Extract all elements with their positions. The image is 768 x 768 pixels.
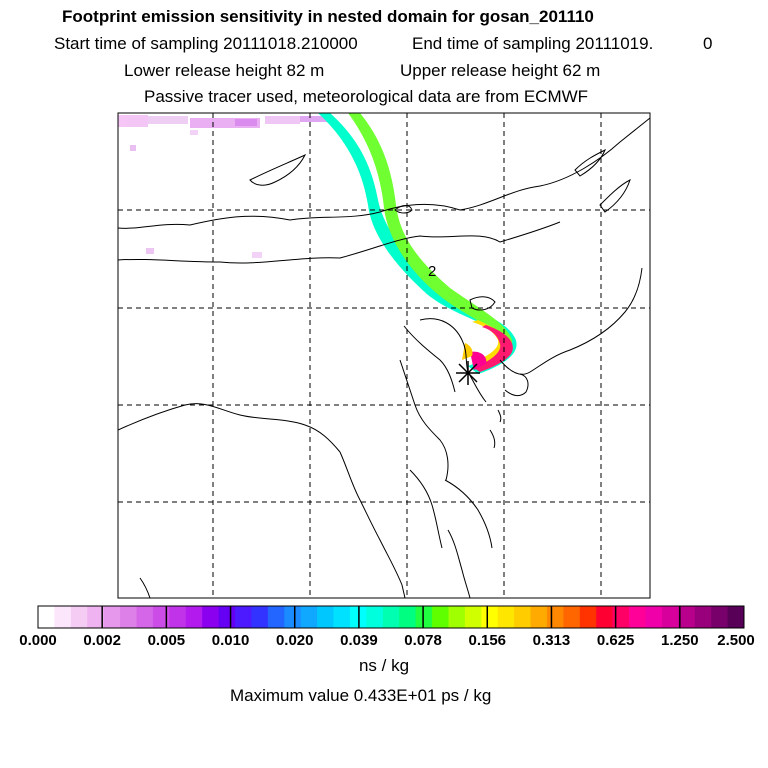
colorbar-swatch: [382, 606, 400, 628]
colorbar-swatch: [596, 606, 614, 628]
tracer-note: Passive tracer used, meteorological data…: [144, 87, 589, 106]
colorbar-tick-label: 0.625: [596, 632, 635, 649]
plume-core-high: [474, 325, 513, 372]
colorbar-tick-label: 2.500: [717, 632, 755, 649]
colorbar-swatch: [366, 606, 384, 628]
colorbar-swatch: [711, 606, 729, 628]
colorbar-tick-label: 0.020: [275, 632, 314, 649]
upper-release-label: Upper release height 62 m: [400, 61, 601, 80]
colorbar-swatch: [202, 606, 220, 628]
colorbar-swatch: [678, 606, 696, 628]
colorbar-tick-label: 1.250: [661, 632, 699, 649]
colorbar-swatch: [284, 606, 302, 628]
colorbar-unit: ns / kg: [358, 656, 410, 675]
colorbar-tick-label: 0.005: [147, 632, 186, 649]
colorbar-swatch: [54, 606, 72, 628]
end-time-value: 0: [703, 34, 713, 53]
lat-lon-grid: [118, 113, 650, 598]
colorbar-swatch: [235, 606, 252, 628]
maximum-value-label: Maximum value 0.433E+01 ps / kg: [230, 686, 492, 705]
colorbar-swatch: [152, 606, 170, 628]
colorbar-swatch: [432, 606, 449, 628]
colorbar-swatch: [629, 606, 646, 628]
colorbar-swatch: [514, 606, 532, 628]
colorbar-swatch: [464, 606, 482, 628]
colorbar-tick-label: 0.002: [83, 632, 121, 649]
colorbar-swatch: [448, 606, 466, 628]
colorbar-swatch: [612, 606, 630, 628]
colorbar-tick-label: 0.156: [468, 632, 507, 649]
colorbar-swatch: [300, 606, 318, 628]
map-frame: [117, 112, 651, 599]
colorbar-tick-label: 0.010: [211, 632, 250, 649]
colorbar-swatch: [727, 606, 745, 628]
colorbar-swatch: [218, 606, 236, 628]
start-time-label: Start time of sampling 20111018.210000: [54, 34, 358, 53]
colorbar-swatch: [415, 606, 433, 628]
colorbar-separators: [101, 606, 681, 628]
colorbar-swatch: [579, 606, 597, 628]
colorbar-swatch: [317, 606, 335, 628]
colorbar-tick-label: 0.078: [404, 632, 442, 649]
map-panel: 2: [117, 112, 651, 599]
lower-release-label: Lower release height 82 m: [124, 61, 325, 80]
colorbar-swatch: [399, 606, 417, 628]
asterisk-icon: [456, 361, 480, 385]
colorbar-swatch: [87, 606, 105, 628]
colorbar-frame: [37, 605, 745, 629]
colorbar-swatch: [267, 606, 285, 628]
colorbar-swatch: [38, 606, 55, 628]
colorbar-swatch: [136, 606, 154, 628]
colorbar-tick-label: 0.039: [340, 632, 378, 649]
colorbar-swatch: [563, 606, 581, 628]
plume-core-receptor: [470, 351, 487, 370]
colorbar-swatch: [497, 606, 515, 628]
colorbar-swatch: [546, 606, 564, 628]
colorbar-swatch: [333, 606, 351, 628]
colorbar-swatch: [251, 606, 269, 628]
colorbar-swatch: [661, 606, 679, 628]
colorbar: [38, 606, 745, 628]
colorbar-swatch: [70, 606, 88, 628]
colorbar-swatch: [694, 606, 712, 628]
colorbar-swatch: [120, 606, 138, 628]
coastlines: [118, 117, 650, 598]
contour-label: 2: [428, 263, 436, 280]
colorbar-swatch: [481, 606, 499, 628]
colorbar-swatch: [169, 606, 187, 628]
colorbar-tick-label: 0.313: [532, 632, 571, 649]
colorbar-swatch: [185, 606, 203, 628]
colorbar-tick-label: 0.000: [19, 632, 57, 649]
colorbar-swatch: [103, 606, 121, 628]
plot-title: Footprint emission sensitivity in nested…: [62, 7, 594, 26]
colorbar-swatch: [645, 606, 663, 628]
faint-sensitivity-area: [118, 115, 330, 258]
colorbar-swatch: [530, 606, 548, 628]
end-time-label: End time of sampling 20111019.: [412, 34, 654, 53]
